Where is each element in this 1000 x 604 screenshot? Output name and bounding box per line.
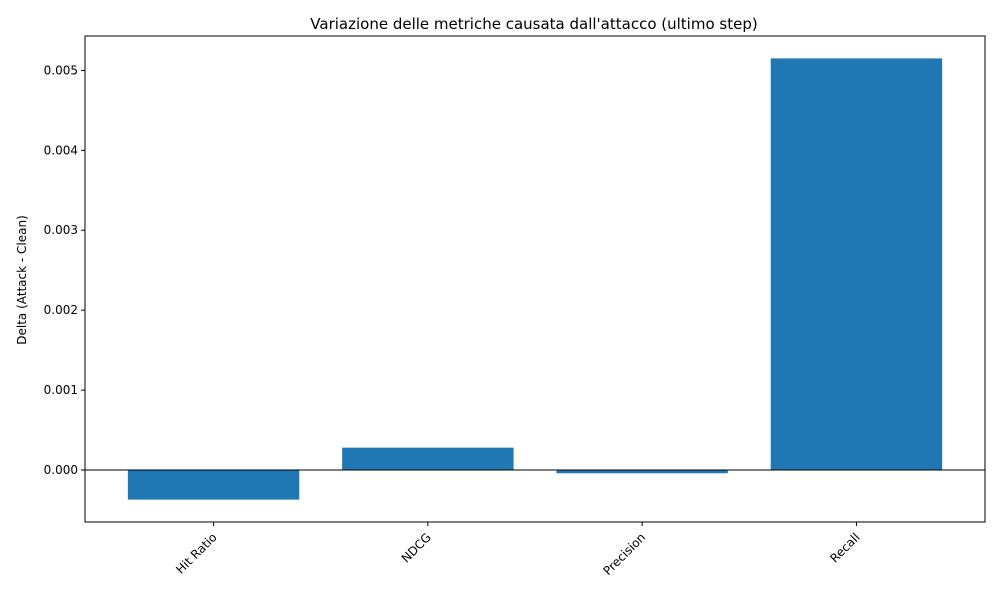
y-tick-label: 0.000 (44, 463, 78, 477)
x-tick-label: Hit Ratio (173, 530, 219, 576)
x-axis-ticks: Hit Ratio NDCG Precision Recall (173, 522, 863, 578)
x-tick-label: NDCG (399, 530, 434, 565)
chart-title: Variazione delle metriche causata dall'a… (310, 15, 757, 33)
x-tick-label: Precision (601, 530, 649, 578)
bar-precision (556, 470, 728, 474)
y-axis-label: Delta (Attack - Clean) (15, 215, 29, 345)
bars-group (127, 58, 943, 500)
bar-hit-ratio (127, 470, 300, 500)
y-tick-label: 0.004 (44, 143, 78, 157)
x-tick-label: Recall (827, 530, 862, 565)
y-tick-label: 0.005 (44, 63, 78, 77)
bar-ndcg (342, 447, 514, 471)
bar-recall (770, 58, 943, 471)
plot-frame (84, 35, 986, 523)
y-tick-label: 0.003 (44, 223, 78, 237)
y-axis-ticks: 0.000 0.001 0.002 0.003 0.004 0.005 (44, 63, 85, 477)
y-tick-label: 0.002 (44, 303, 78, 317)
y-tick-label: 0.001 (44, 383, 78, 397)
